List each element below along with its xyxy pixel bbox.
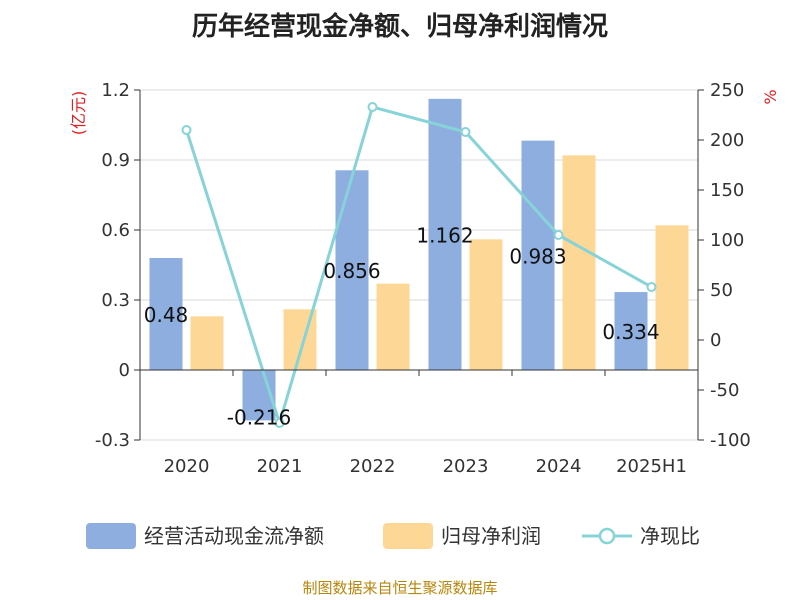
line-layer [181,102,657,429]
x-tick-label: 2022 [350,456,396,477]
chart-title: 历年经营现金净额、归母净利润情况 [191,12,608,42]
x-tick-label: 2025H1 [616,456,687,477]
legend-label-profit: 归母净利润 [441,524,541,548]
source-note: 制图数据来自恒生聚源数据库 [302,579,498,597]
bar-data-label: -0.216 [227,405,291,429]
bar-operating-cashflow [335,170,369,370]
legend-label-cashflow: 经营活动现金流净额 [144,524,324,548]
bar-operating-cashflow [149,258,183,370]
line-point [460,127,471,137]
data-labels: 0.48 -0.216 0.856 1.162 0.983 0.334 [144,223,660,429]
bar-data-label: 0.48 [144,303,189,327]
bar-operating-cashflow [614,292,648,370]
left-tick-label: 0.3 [101,290,130,311]
bar-data-label: 0.983 [509,244,566,268]
bar-net-profit [469,239,503,370]
axes-layer: 1.2 0.9 0.6 0.3 0 -0.3 250 200 150 100 50 0 -50 -100 2… [95,80,751,477]
x-tick-label: 2024 [536,456,582,477]
bars-layer [149,98,689,421]
bar-net-profit [562,155,596,370]
line-point [553,230,564,240]
left-tick-label: 0 [119,360,130,381]
right-tick-label: 200 [710,130,744,151]
bar-net-profit [190,316,224,370]
bar-net-profit [655,225,689,370]
right-tick-label: 50 [710,280,733,301]
left-tick-label: 0.9 [101,150,130,171]
legend-swatch-cashflow [86,523,136,549]
left-tick-label: -0.3 [95,430,130,451]
right-tick-label: 150 [710,180,744,201]
bar-operating-cashflow [428,98,462,370]
right-tick-label: 100 [710,230,744,251]
legend: 经营活动现金流净额 归母净利润 净现比 [86,523,700,549]
right-tick-label: 250 [710,80,744,101]
bar-data-label: 1.162 [416,223,473,247]
right-axis-unit: % [761,89,780,104]
x-tick-label: 2021 [257,456,303,477]
left-tick-label: 1.2 [101,80,130,101]
bar-net-profit [376,283,410,370]
line-point [274,418,285,428]
left-axis-unit: (亿元) [69,91,88,136]
line-point [367,102,378,112]
bar-data-label: 0.856 [323,259,380,283]
bar-data-label: 0.334 [602,320,659,344]
bar-operating-cashflow [521,140,555,370]
right-tick-label: -50 [710,380,739,401]
right-tick-label: -100 [710,430,751,451]
legend-marker-ratio [598,527,616,545]
left-tick-label: 0.6 [101,220,130,241]
line-net-cash-ratio [185,105,653,429]
legend-label-ratio: 净现比 [640,524,700,548]
right-tick-label: 0 [710,330,721,351]
grid-lines [140,89,698,441]
line-point [181,125,192,135]
x-tick-label: 2020 [164,456,210,477]
legend-swatch-profit [383,523,433,549]
x-tick-label: 2023 [443,456,489,477]
line-point [646,282,657,292]
